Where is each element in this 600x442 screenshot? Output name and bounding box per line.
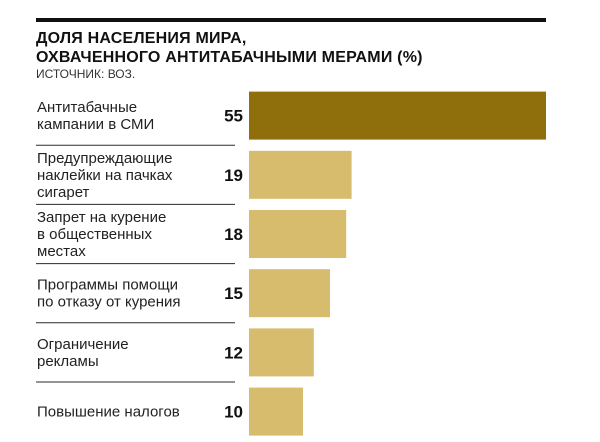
category-label: Ограничение рекламы <box>37 336 129 370</box>
bar <box>249 150 352 199</box>
value-label: 55 <box>224 107 243 126</box>
bar <box>249 328 314 377</box>
value-label: 18 <box>224 225 243 244</box>
value-label: 12 <box>224 343 243 362</box>
bar <box>249 91 546 140</box>
value-label: 19 <box>224 166 243 185</box>
bar <box>249 210 347 258</box>
bar <box>249 387 303 436</box>
category-label: Предупреждающие наклейки на пачках сигарет <box>37 150 173 201</box>
top-rule <box>36 18 546 22</box>
value-label: 10 <box>224 403 243 422</box>
source-note: ИСТОЧНИК: ВОЗ. <box>36 67 136 81</box>
category-label: Запрет на курение в общественных местах <box>37 209 166 260</box>
category-label: Повышение налогов <box>37 404 180 421</box>
chart-title-line-1: ДОЛЯ НАСЕЛЕНИЯ МИРА, <box>36 30 247 47</box>
category-label: Антитабачные кампании в СМИ <box>37 99 154 133</box>
value-label: 15 <box>224 284 243 303</box>
category-label: Программы помощи по отказу от курения <box>37 277 181 311</box>
chart-title-line-2: ОХВАЧЕННОГО АНТИТАБАЧНЫМИ МЕРАМИ (%) <box>36 49 423 66</box>
bar <box>249 269 330 318</box>
chart-title: ДОЛЯ НАСЕЛЕНИЯ МИРА, ОХВАЧЕННОГО АНТИТАБ… <box>36 29 556 67</box>
